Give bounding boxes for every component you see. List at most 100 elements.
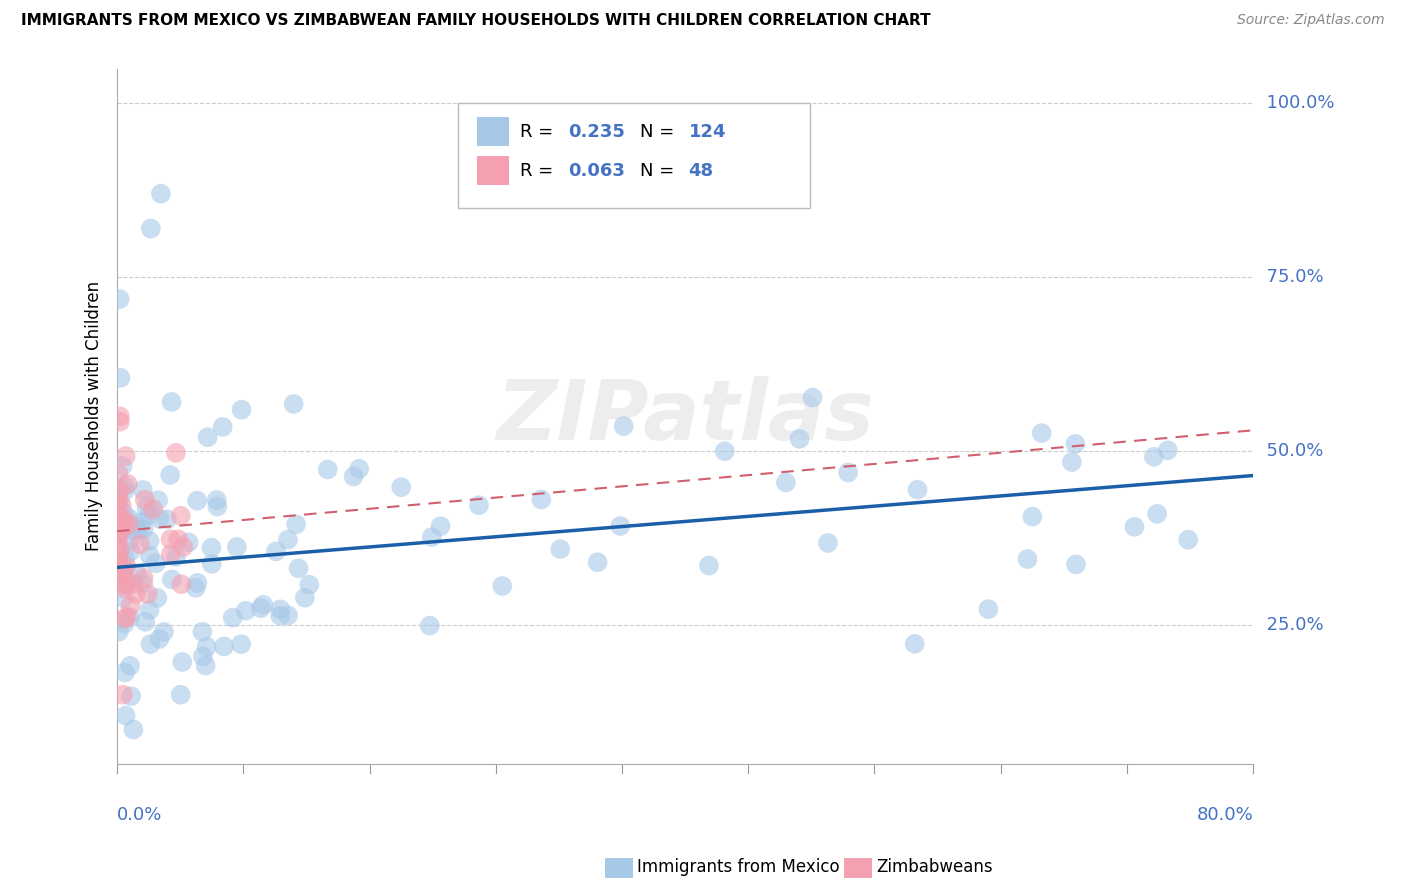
Bar [477,117,509,146]
Point [389,480,412,494]
Point [124,587,146,601]
Point [118,511,141,525]
Point [194,658,217,673]
Point [112,483,135,498]
Point [343,469,366,483]
Point [111,520,134,534]
Text: 25.0%: 25.0% [1256,616,1324,634]
Point [186,575,208,590]
Point [231,402,253,417]
Text: R =: R = [520,123,560,141]
Point [132,523,155,537]
Point [491,579,513,593]
Point [1143,450,1166,464]
Text: 124: 124 [689,123,725,141]
Point [172,540,194,554]
Point [114,513,136,527]
Point [167,532,190,546]
Point [159,547,181,561]
Point [148,511,170,525]
Point [107,553,129,567]
Point [200,541,222,555]
Text: 0.063: 0.063 [568,161,626,180]
Point [114,449,136,463]
Point [122,576,145,591]
Point [120,599,142,613]
Point [817,536,839,550]
Point [287,561,309,575]
Point [120,658,142,673]
Point [775,475,797,490]
Text: N =: N = [640,123,679,141]
Point [156,512,179,526]
Point [107,556,129,570]
Point [138,534,160,549]
Point [139,637,162,651]
Point [115,577,138,591]
Point [172,655,194,669]
Point [112,688,135,702]
Point [713,444,735,458]
Point [207,500,229,514]
Point [195,640,218,654]
Point [139,221,162,235]
Point [146,591,169,605]
Point [170,508,193,523]
Point [132,576,155,591]
Point [122,723,145,737]
Point [1017,552,1039,566]
Point [530,492,553,507]
Point [211,420,233,434]
Point [149,186,172,201]
Point [907,483,929,497]
Point [177,535,200,549]
Point [111,577,134,591]
Point [160,573,183,587]
Point [1123,520,1146,534]
Point [107,508,129,523]
Point [298,577,321,591]
Point [114,612,136,626]
Point [134,492,156,507]
Point [132,483,155,497]
Point [107,467,129,481]
Point [420,530,443,544]
Point [114,665,136,680]
Point [170,577,193,591]
Point [128,519,150,533]
Text: R =: R = [520,161,560,180]
Text: ZIPatlas: ZIPatlas [496,376,875,457]
Point [142,502,165,516]
Point [283,397,305,411]
Point [153,624,176,639]
Point [225,540,247,554]
Point [136,587,159,601]
Point [613,419,636,434]
Point [110,525,132,540]
Text: 80.0%: 80.0% [1197,806,1253,824]
Point [108,569,131,583]
Point [107,527,129,541]
Point [108,415,131,429]
Point [977,602,1000,616]
Point [120,544,142,558]
Point [107,539,129,553]
Point [159,532,181,546]
Text: Source: ZipAtlas.com: Source: ZipAtlas.com [1237,13,1385,28]
Point [294,591,316,605]
Point [107,496,129,510]
Point [1064,437,1087,451]
Point [134,615,156,629]
Bar [477,156,509,186]
Point [120,689,142,703]
Point [801,391,824,405]
Point [131,515,153,529]
Point [127,566,149,581]
Point [586,555,609,569]
Text: 100.0%: 100.0% [1256,95,1334,112]
Point [249,601,271,615]
Point [222,610,245,624]
FancyBboxPatch shape [458,103,810,208]
Text: 0.235: 0.235 [568,123,626,141]
Point [316,462,339,476]
